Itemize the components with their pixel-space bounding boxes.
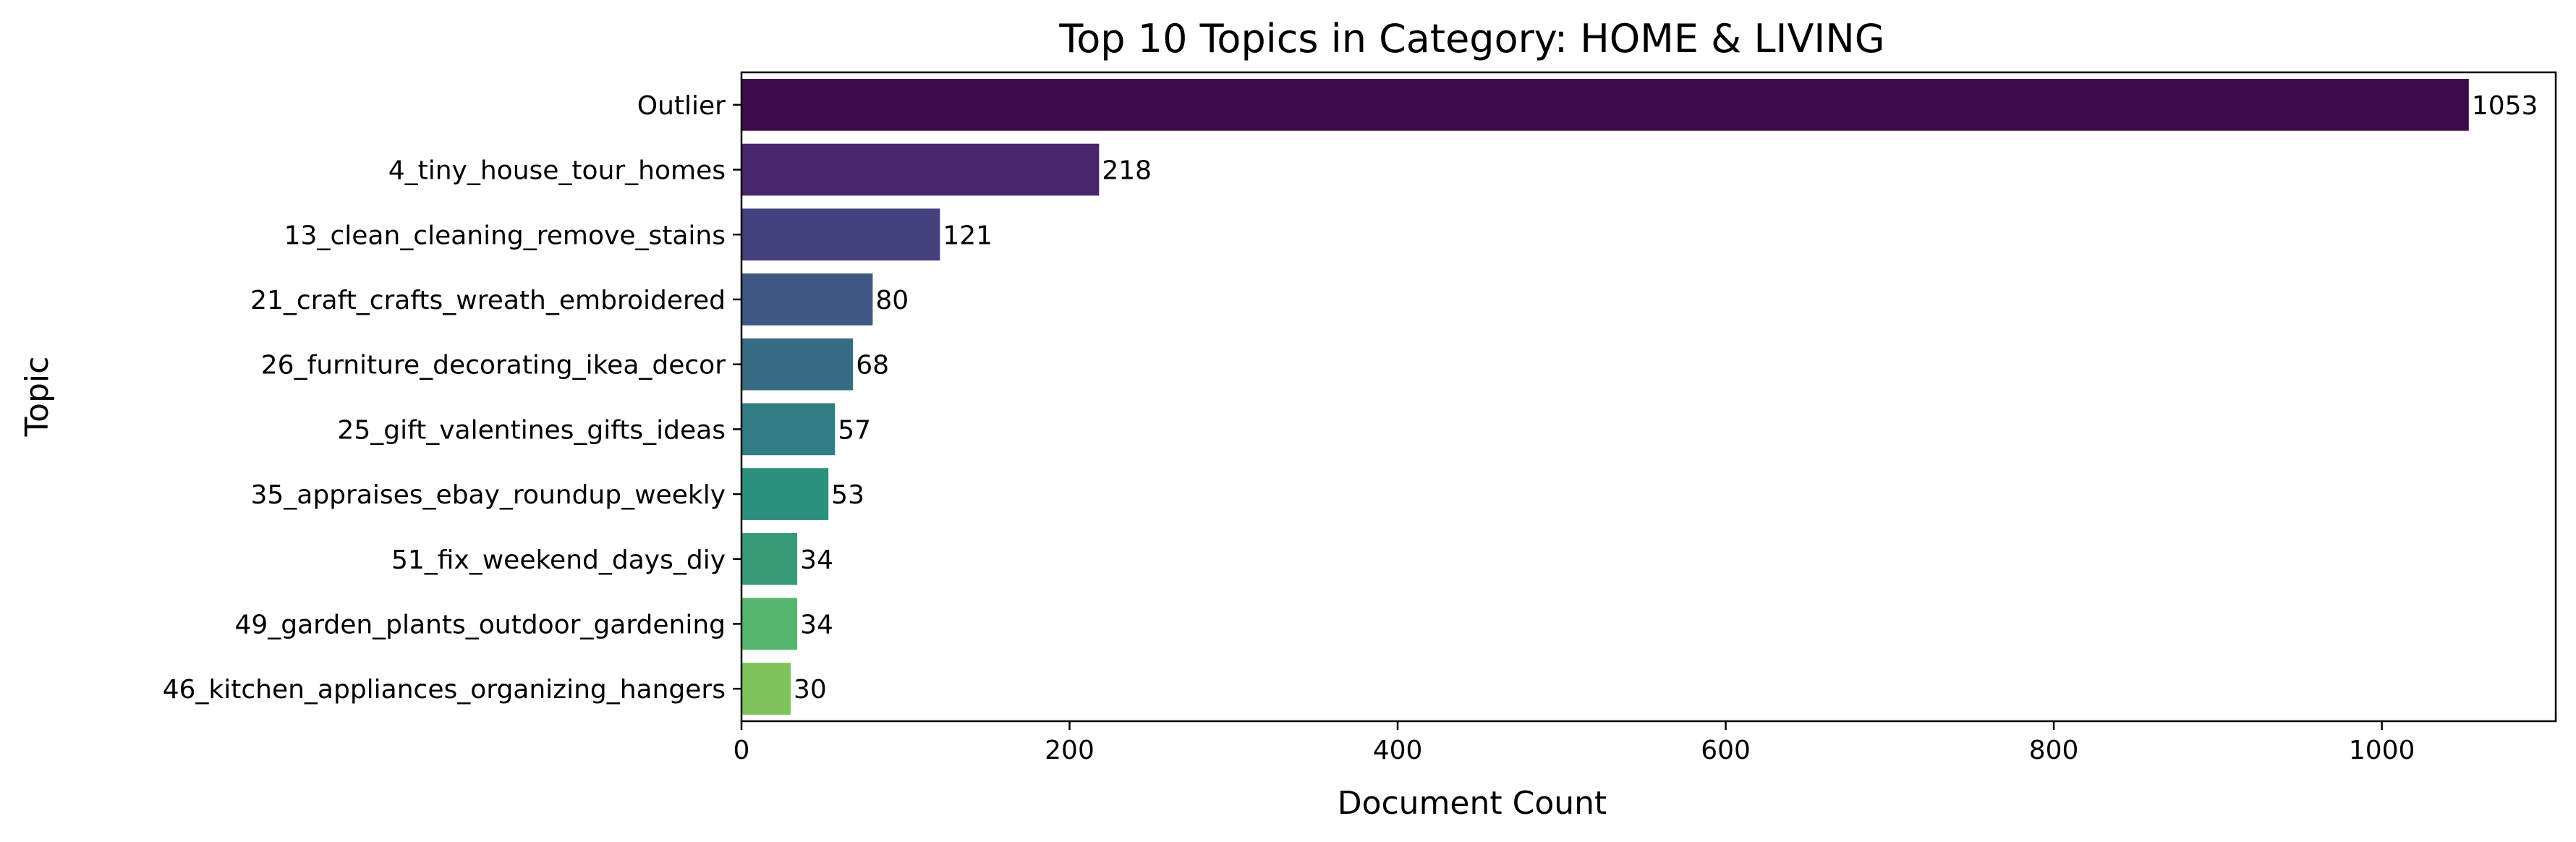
data-label-1: 218 xyxy=(1102,156,1152,186)
bar-9 xyxy=(741,663,791,715)
y-tick-label-7: 51_fix_weekend_days_diy xyxy=(391,545,726,575)
y-axis-label: Topic xyxy=(19,357,56,438)
data-label-7: 34 xyxy=(800,545,833,575)
y-tick-label-0: Outlier xyxy=(637,91,726,121)
y-tick-label-2: 13_clean_cleaning_remove_stains xyxy=(284,221,726,250)
x-tick-label-2: 400 xyxy=(1373,736,1423,765)
bars-group xyxy=(741,78,2469,715)
y-tick-label-4: 26_furniture_decorating_ikea_decor xyxy=(261,351,726,380)
bar-3 xyxy=(741,273,873,326)
chart-title: Top 10 Topics in Category: HOME & LIVING xyxy=(1058,16,1884,61)
bar-8 xyxy=(741,598,798,650)
bar-6 xyxy=(741,468,829,520)
data-label-4: 68 xyxy=(856,351,889,380)
data-label-9: 30 xyxy=(794,675,827,705)
y-tick-label-5: 25_gift_valentines_gifts_ideas xyxy=(337,415,726,445)
data-labels-group: 1053 218 121 80 68 57 53 34 34 30 xyxy=(794,91,2538,705)
data-label-8: 34 xyxy=(800,610,833,639)
bar-5 xyxy=(741,403,836,456)
y-tick-label-3: 21_craft_crafts_wreath_embroidered xyxy=(250,286,726,315)
y-tick-label-8: 49_garden_plants_outdoor_gardening xyxy=(234,610,726,639)
x-tick-label-3: 600 xyxy=(1701,736,1751,765)
x-axis-ticks: 0 200 400 600 800 1000 xyxy=(734,721,2415,765)
bar-1 xyxy=(741,143,1100,196)
plot-frame xyxy=(740,71,2557,723)
data-label-6: 53 xyxy=(831,480,864,510)
data-label-5: 57 xyxy=(838,415,871,445)
bar-4 xyxy=(741,338,854,391)
y-tick-label-1: 4_tiny_house_tour_homes xyxy=(388,156,726,186)
x-axis-label: Document Count xyxy=(1338,785,1607,822)
y-tick-label-6: 35_appraises_ebay_roundup_weekly xyxy=(250,480,726,510)
y-axis-ticks: Outlier 4_tiny_house_tour_homes 13_clean_c… xyxy=(163,91,741,705)
data-label-0: 1053 xyxy=(2472,91,2538,121)
x-tick-label-5: 1000 xyxy=(2349,736,2415,765)
x-tick-label-0: 0 xyxy=(734,736,750,765)
bar-7 xyxy=(741,532,798,585)
bar-2 xyxy=(741,208,940,261)
data-label-3: 80 xyxy=(875,286,909,315)
bar-0 xyxy=(741,78,2469,131)
y-tick-label-9: 46_kitchen_appliances_organizing_hangers xyxy=(163,675,726,705)
x-tick-label-4: 800 xyxy=(2029,736,2079,765)
x-tick-label-1: 200 xyxy=(1045,736,1094,765)
data-label-2: 121 xyxy=(943,221,992,250)
